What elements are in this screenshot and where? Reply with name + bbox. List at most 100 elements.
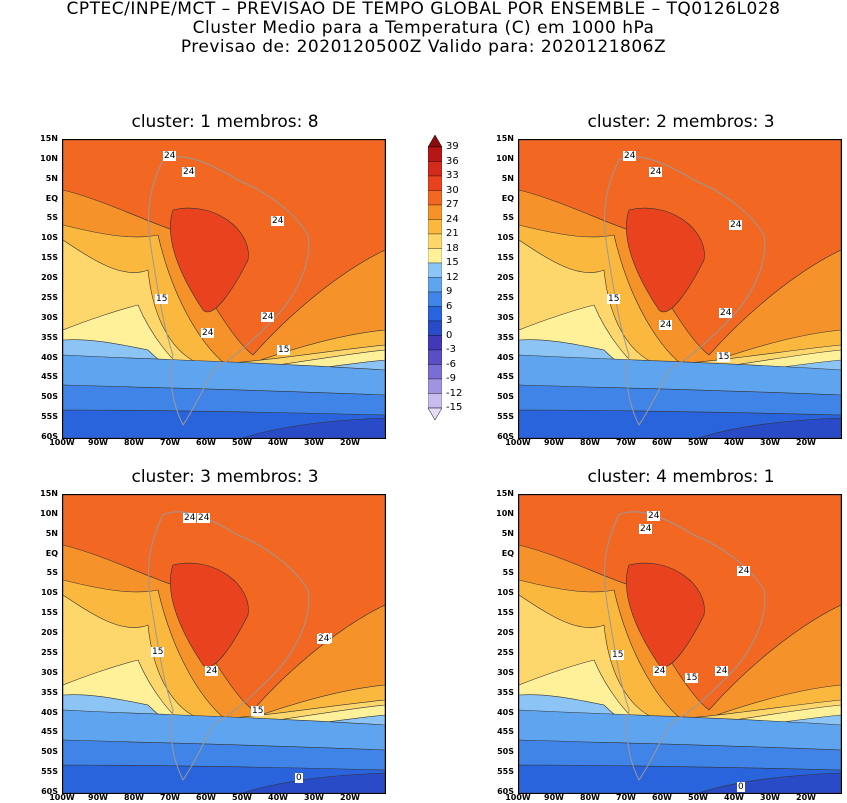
temperature-field [63, 495, 385, 793]
colorbar-label: -9 [446, 373, 456, 384]
colorbar-swatch [427, 262, 443, 278]
latitude-tick-label: 25S [497, 647, 514, 657]
latitude-tick-label: 5N [45, 528, 58, 538]
contour-label: 24 [647, 511, 661, 521]
longitude-tick-label: 100W [49, 438, 75, 447]
latitude-tick-label: 35S [41, 687, 58, 697]
latitude-tick-label: EQ [45, 548, 58, 558]
latitude-tick-label: 35S [497, 687, 514, 697]
latitude-tick-label: 10N [40, 508, 58, 518]
longitude-tick-label: 80W [124, 793, 144, 802]
contour-label: 15 [155, 294, 169, 304]
latitude-tick-label: 15S [497, 253, 514, 263]
latitude-tick-label: 10N [40, 153, 58, 163]
longitude-tick-label: 20W [796, 438, 816, 447]
colorbar-swatch [427, 204, 443, 220]
longitude-tick-label: 70W [616, 438, 636, 447]
colorbar-label: 33 [446, 170, 459, 181]
longitude-tick-label: 40W [724, 438, 744, 447]
latitude-tick-label: 45S [497, 372, 514, 382]
contour-label: 24 [659, 320, 673, 330]
latitude-tick-label: 60S [497, 432, 514, 441]
colorbar-swatch [427, 349, 443, 365]
colorbar-swatch [427, 320, 443, 336]
colorbar-label: 12 [446, 271, 459, 283]
longitude-tick-label: 70W [160, 793, 180, 802]
latitude-tick-label: 20S [41, 628, 58, 638]
latitude-tick-label: 30S [41, 312, 58, 322]
colorbar-swatch [427, 393, 443, 409]
latitude-tick-label: 10S [497, 588, 514, 598]
contour-label: 15 [685, 673, 699, 683]
longitude-tick-label: 90W [88, 793, 108, 802]
temperature-band [170, 562, 249, 668]
temperature-field [519, 495, 841, 793]
latitude-tick-label: 60S [41, 432, 58, 441]
latitude-tick-label: 5N [501, 528, 514, 538]
temperature-field [63, 140, 385, 438]
colorbar-swatch [427, 146, 443, 162]
latitude-tick-label: 20S [41, 273, 58, 283]
temperature-map: 24 24 24 24 24 15 15 0 [518, 494, 842, 794]
latitude-tick-label: 55S [41, 412, 58, 422]
south-america-coastline [604, 156, 766, 426]
latitude-tick-label: 25S [497, 292, 514, 302]
colorbar-swatch [427, 291, 443, 307]
longitude-tick-label: 70W [160, 438, 180, 447]
temperature-band [242, 417, 385, 438]
contour-label: 15 [151, 647, 165, 657]
temperature-map: 24 24 24 24 24 15 15 [518, 139, 842, 439]
colorbar-label: -15 [446, 402, 463, 413]
colorbar-label: 30 [446, 184, 459, 196]
contour-label: 24 [653, 666, 667, 676]
contour-label: 24 [317, 634, 331, 644]
contour-label: 15 [251, 706, 265, 716]
contour-label: 24 [163, 151, 177, 161]
colorbar-label: 0 [446, 329, 453, 341]
longitude-tick-label: 50W [232, 438, 252, 447]
latitude-tick-label: 35S [41, 332, 58, 342]
south-america-coastline [148, 156, 310, 426]
temperature-band [626, 562, 705, 668]
latitude-tick-label: 5S [502, 213, 514, 223]
latitude-tick-label: 30S [41, 667, 58, 677]
longitude-tick-label: 20W [796, 793, 816, 802]
contour-label: 24 [649, 167, 663, 177]
colorbar-swatch [427, 248, 443, 264]
contour-label: 24 [639, 524, 653, 534]
colorbar-label: 3 [446, 315, 453, 326]
contour-label: 15 [717, 352, 731, 362]
contour-label: 24 [261, 312, 275, 322]
latitude-tick-label: 40S [497, 707, 514, 717]
longitude-tick-label: 30W [760, 793, 780, 802]
contour-label: 24 [183, 513, 197, 523]
colorbar-label: 24 [446, 213, 459, 225]
latitude-tick-label: 55S [497, 412, 514, 422]
panel-title: cluster: 4 membros: 1 [587, 467, 775, 487]
latitude-tick-label: 5N [501, 173, 514, 183]
latitude-tick-label: 10S [41, 588, 58, 598]
colorbar-swatch [427, 175, 443, 191]
longitude-tick-label: 20W [340, 793, 360, 802]
longitude-tick-label: 70W [616, 793, 636, 802]
temperature-band [242, 772, 385, 793]
latitude-tick-label: 15S [41, 253, 58, 263]
colorbar-label: -6 [446, 358, 456, 370]
contour-label: 24 [623, 151, 637, 161]
contour-label: 0 [295, 773, 303, 783]
colorbar-swatch [427, 335, 443, 351]
temperature-field [519, 140, 841, 438]
south-america-coastline [148, 511, 310, 781]
latitude-tick-label: 40S [41, 707, 58, 717]
longitude-tick-label: 90W [544, 793, 564, 802]
latitude-tick-label: 15N [496, 489, 514, 498]
longitude-tick-label: 40W [724, 793, 744, 802]
colorbar-swatch [427, 277, 443, 293]
longitude-tick-label: 100W [49, 793, 75, 802]
longitude-tick-label: 80W [580, 438, 600, 447]
longitude-tick-label: 100W [505, 438, 531, 447]
colorbar-label: -3 [446, 344, 456, 355]
colorbar-swatch [427, 190, 443, 206]
latitude-tick-label: 60S [41, 787, 58, 796]
longitude-tick-label: 80W [580, 793, 600, 802]
